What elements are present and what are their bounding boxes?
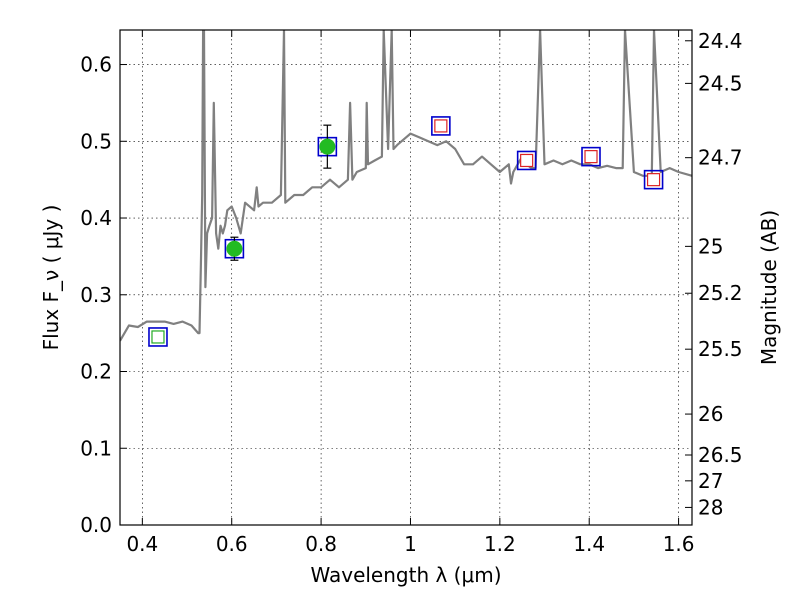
observed-limit-square	[520, 153, 534, 168]
y-tick-label: 0.1	[80, 436, 112, 460]
x-axis-label: Wavelength λ (μm)	[310, 563, 501, 587]
mag-tick-label: 26	[698, 402, 723, 426]
model-photometry-square	[431, 116, 451, 136]
observed-limit-square	[151, 330, 165, 344]
model-photometry-square	[148, 327, 168, 347]
axis-ticks: 0.4 0.6 0.8 1 1.2 1.4 1.6 0.0 0.1 0.2 0.3 0.4 0.5 0.6…	[80, 29, 742, 556]
observed-limit-square	[584, 150, 598, 164]
x-tick-label: 1.4	[573, 532, 605, 556]
mag-tick-label: 25.5	[698, 337, 743, 361]
y-tick-label: 0.3	[80, 283, 112, 307]
mag-tick-label: 25	[698, 234, 723, 258]
x-tick-label: 0.8	[305, 532, 337, 556]
y-tick-label: 0.0	[80, 513, 112, 537]
observed-detection-point	[226, 240, 243, 257]
y2-axis-label: Magnitude (AB)	[757, 210, 781, 365]
photometry-points	[148, 116, 664, 347]
y-tick-label: 0.5	[80, 129, 112, 153]
mag-tick-label: 24.7	[698, 146, 743, 170]
observed-detection-point	[319, 138, 336, 155]
x-tick-label: 1	[404, 532, 417, 556]
observed-limit-square	[434, 119, 448, 133]
mag-tick-label: 24.5	[698, 71, 743, 95]
mag-tick-label: 24.4	[698, 29, 743, 53]
mag-tick-label: 26.5	[698, 443, 743, 467]
model-photometry-square	[643, 169, 664, 190]
model-spectrum-line	[120, 30, 692, 342]
model-spectrum	[120, 30, 692, 342]
y-tick-label: 0.4	[80, 206, 112, 230]
y-tick-label: 0.6	[80, 53, 112, 77]
plot-frame	[119, 29, 693, 526]
observed-limit-square	[646, 173, 661, 187]
x-tick-label: 0.4	[126, 532, 158, 556]
x-tick-label: 0.6	[216, 532, 248, 556]
model-photometry-square	[516, 150, 537, 171]
mag-tick-label: 27	[698, 469, 723, 493]
mag-tick-label: 28	[698, 495, 723, 519]
x-tick-label: 1.6	[663, 532, 695, 556]
y-axis-label: Flux F_ν ( μJy )	[39, 205, 63, 351]
mag-tick-label: 25.2	[698, 281, 743, 305]
y-tick-label: 0.2	[80, 360, 112, 384]
model-photometry-square	[581, 146, 601, 167]
x-tick-label: 1.2	[484, 532, 516, 556]
